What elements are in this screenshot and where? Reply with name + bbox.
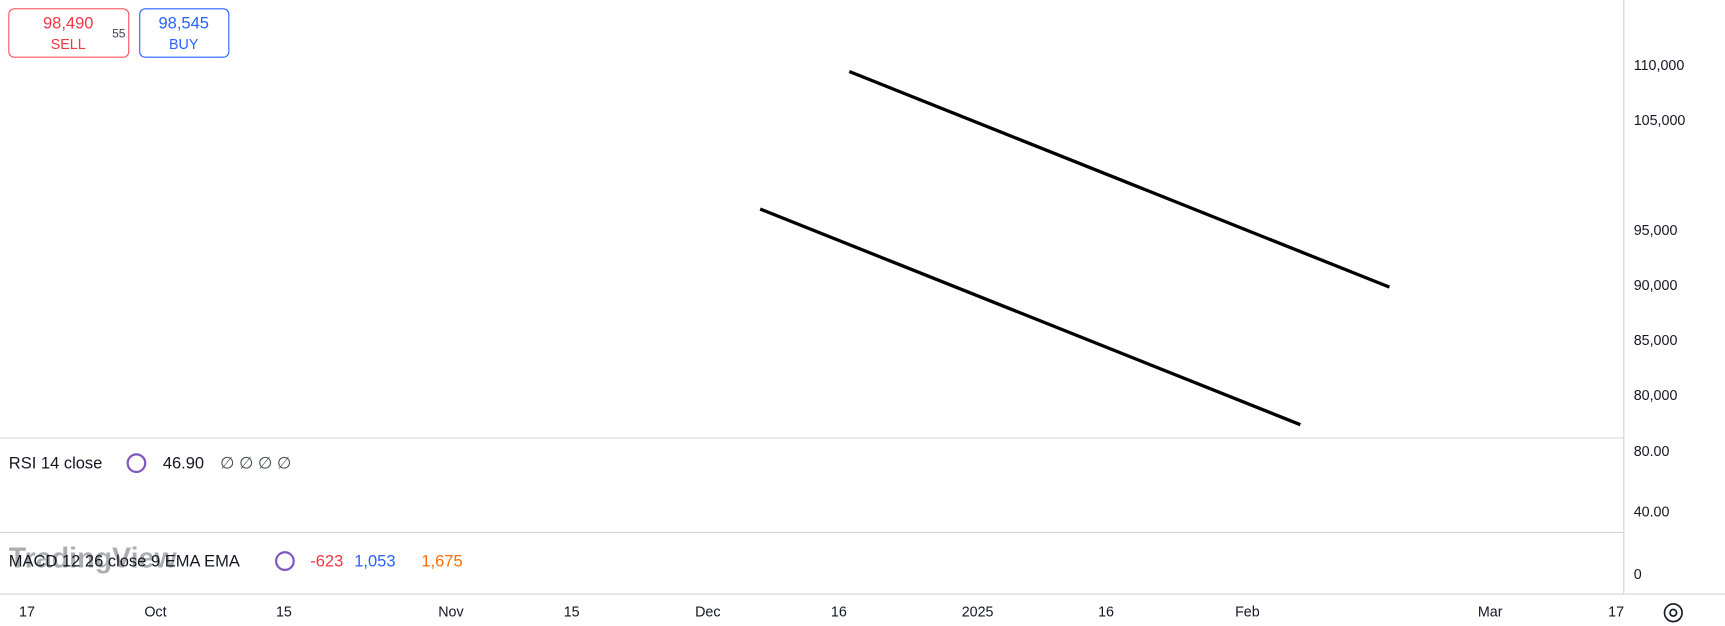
rsi-extra: ∅ ∅ ∅ ∅ [220,455,291,473]
level-label: 107,855 [1642,83,1694,99]
axis-settings-icon[interactable] [1663,603,1683,623]
y-tick-label: 105,000 [1634,113,1686,129]
x-tick-label: 15 [564,605,580,621]
x-tick-label: Dec [695,605,720,621]
y-tick-label: 90,000 [1634,278,1678,294]
sell-price: 98,490 [43,15,93,33]
x-tick-label: 17 [1608,605,1624,621]
sell-label: SELL [51,37,86,53]
settings-icon[interactable] [275,551,295,571]
y-tick-label: 85,000 [1634,333,1678,349]
x-tick-label: Nov [438,605,464,621]
overlay-layer: 17 Oct 15 Nov 15 Dec 16 2025 16 Feb Mar 17 80,000 85,… [19,18,1694,620]
watermark: TradingView [9,543,178,575]
x-tick-label: 17 [19,605,35,621]
level-label: 91,750 [1646,260,1690,276]
macd-value: 1,053 [354,553,395,571]
level-label: 100,195 [1642,167,1694,183]
rsi-value: 46.90 [163,455,204,473]
last-price-label: 98,495 [1635,183,1679,199]
y-tick-label: 110,000 [1634,58,1685,74]
axis-settings-icon-core [1669,608,1678,617]
macd-title: MACD 12 26 close 9 EMA EMA [9,553,240,571]
settings-icon[interactable] [126,453,147,474]
x-tick-label: Feb [1235,605,1260,621]
x-tick-label: 15 [276,605,292,621]
x-tick-label: Mar [1478,605,1503,621]
x-tick-label: Oct [144,605,166,621]
buy-label: BUY [169,37,199,53]
trend-line[interactable] [759,207,1301,427]
buy-price: 98,545 [158,15,208,33]
countdown: 11:16:42 [1635,205,1690,221]
buy-button[interactable]: 98,545 BUY [139,8,230,58]
trend-line[interactable] [848,69,1391,289]
y-tick-label: 0 [1634,567,1642,583]
y-tick-label: 40.00 [1634,504,1670,520]
y-tick-label: 80,000 [1634,388,1678,404]
y-tick-label: 80.00 [1634,444,1670,460]
rsi-title: RSI 14 close [9,455,103,473]
x-tick-label: 16 [831,605,847,621]
y-tick-label: 95,000 [1634,223,1678,239]
x-tick-label: 2025 [962,605,994,621]
macd-hist-value: -623 [310,553,343,571]
signal-value: 1,675 [421,553,462,571]
sell-button[interactable]: 98,490 SELL [8,8,130,58]
spread: 55 [112,26,126,40]
level-label: 113,690 [1642,18,1693,34]
x-tick-label: 16 [1098,605,1114,621]
